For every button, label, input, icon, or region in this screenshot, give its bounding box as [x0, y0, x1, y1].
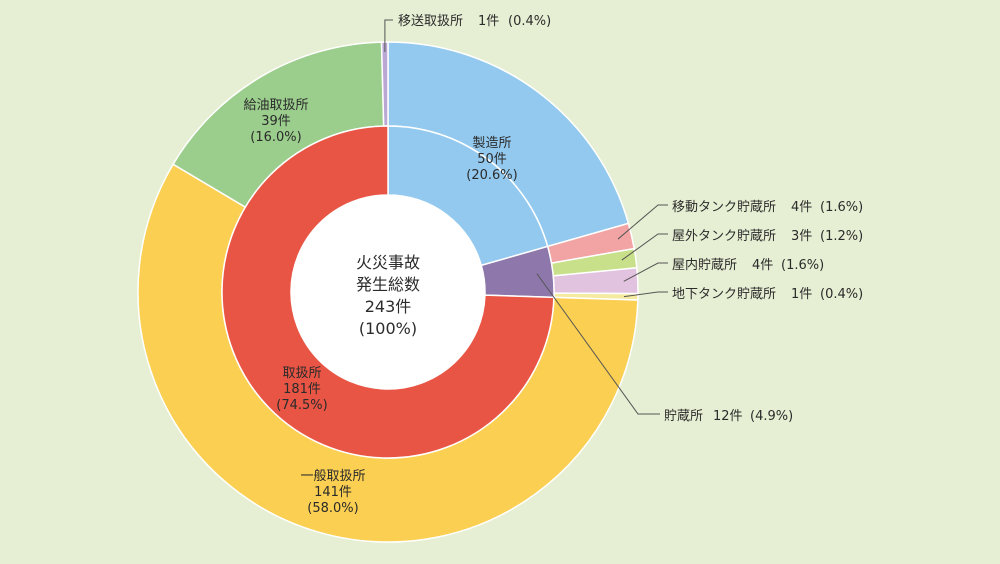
- label-name: 屋外タンク貯蔵所: [672, 229, 776, 244]
- leader-lines: [384, 19, 668, 415]
- label-name: 屋内貯蔵所: [672, 257, 737, 273]
- label-ido-tank: 移動タンク貯蔵所 4件 (1.6%): [672, 200, 863, 215]
- label-name: 移動タンク貯蔵所: [672, 200, 776, 215]
- label-pct: (1.2%): [820, 229, 863, 244]
- label-okugai-tank: 屋外タンク貯蔵所 3件 (1.2%): [672, 229, 863, 244]
- leader-chozosho: [536, 273, 660, 415]
- label-count: 141件: [314, 485, 352, 500]
- label-kyuyu-toriatsukai: 給油取扱所 39件 (16.0%): [243, 98, 308, 145]
- label-count: 12件: [713, 409, 743, 424]
- label-name: 一般取扱所: [300, 468, 365, 484]
- label-name: 地下タンク貯蔵所: [672, 287, 776, 302]
- label-name: 移送取扱所: [398, 14, 463, 29]
- center-label-line-2: 発生総数: [356, 275, 420, 294]
- label-count: 3件: [791, 229, 812, 244]
- label-count: 1件: [478, 14, 499, 29]
- label-okunai: 屋内貯蔵所 4件 (1.6%): [672, 257, 824, 273]
- label-chozosho: 貯蔵所 12件 (4.9%): [664, 409, 793, 424]
- label-name: 取扱所: [282, 366, 321, 381]
- label-count: 50件: [477, 152, 507, 167]
- label-pct: (1.6%): [781, 258, 824, 273]
- label-pct: (74.5%): [276, 398, 327, 413]
- label-chika-tank: 地下タンク貯蔵所 1件 (0.4%): [672, 287, 863, 302]
- label-name: 貯蔵所: [664, 409, 703, 424]
- center-label-line-4: (100%): [359, 319, 417, 338]
- center-label: 火災事故 発生総数 243件 (100%): [356, 253, 420, 338]
- label-name: 製造所: [472, 136, 511, 151]
- leader-okunai: [623, 262, 668, 282]
- outer-ring: [137, 41, 639, 543]
- label-pct: (58.0%): [307, 501, 358, 516]
- label-pct: (16.0%): [250, 130, 301, 145]
- label-toriatsukaijo: 取扱所 181件 (74.5%): [276, 366, 327, 413]
- leader-chika-tank: [623, 291, 668, 298]
- label-pct: (0.4%): [508, 14, 551, 29]
- center-hole: [291, 195, 485, 389]
- label-iso-toriatsukai: 移送取扱所 1件 (0.4%): [398, 14, 551, 29]
- label-count: 181件: [283, 382, 321, 397]
- label-count: 39件: [261, 114, 291, 129]
- center-label-line-3: 243件: [365, 297, 412, 316]
- label-count: 4件: [791, 200, 812, 215]
- label-ippan-toriatsukai: 一般取扱所 141件 (58.0%): [300, 468, 365, 516]
- label-count: 1件: [791, 287, 812, 302]
- inner-ring: [221, 125, 555, 459]
- leader-iso-toriatsukai: [384, 19, 393, 53]
- label-pct: (4.9%): [750, 409, 793, 424]
- label-pct: (20.6%): [466, 168, 517, 183]
- label-pct: (1.6%): [820, 200, 863, 215]
- leader-ido-tank: [617, 204, 668, 240]
- label-pct: (0.4%): [820, 287, 863, 302]
- label-name: 給油取扱所: [243, 98, 308, 113]
- center-label-line-1: 火災事故: [356, 253, 420, 272]
- leader-okugai-tank: [621, 233, 668, 261]
- label-seizosho: 製造所 50件 (20.6%): [466, 136, 517, 183]
- label-count: 4件: [752, 258, 773, 273]
